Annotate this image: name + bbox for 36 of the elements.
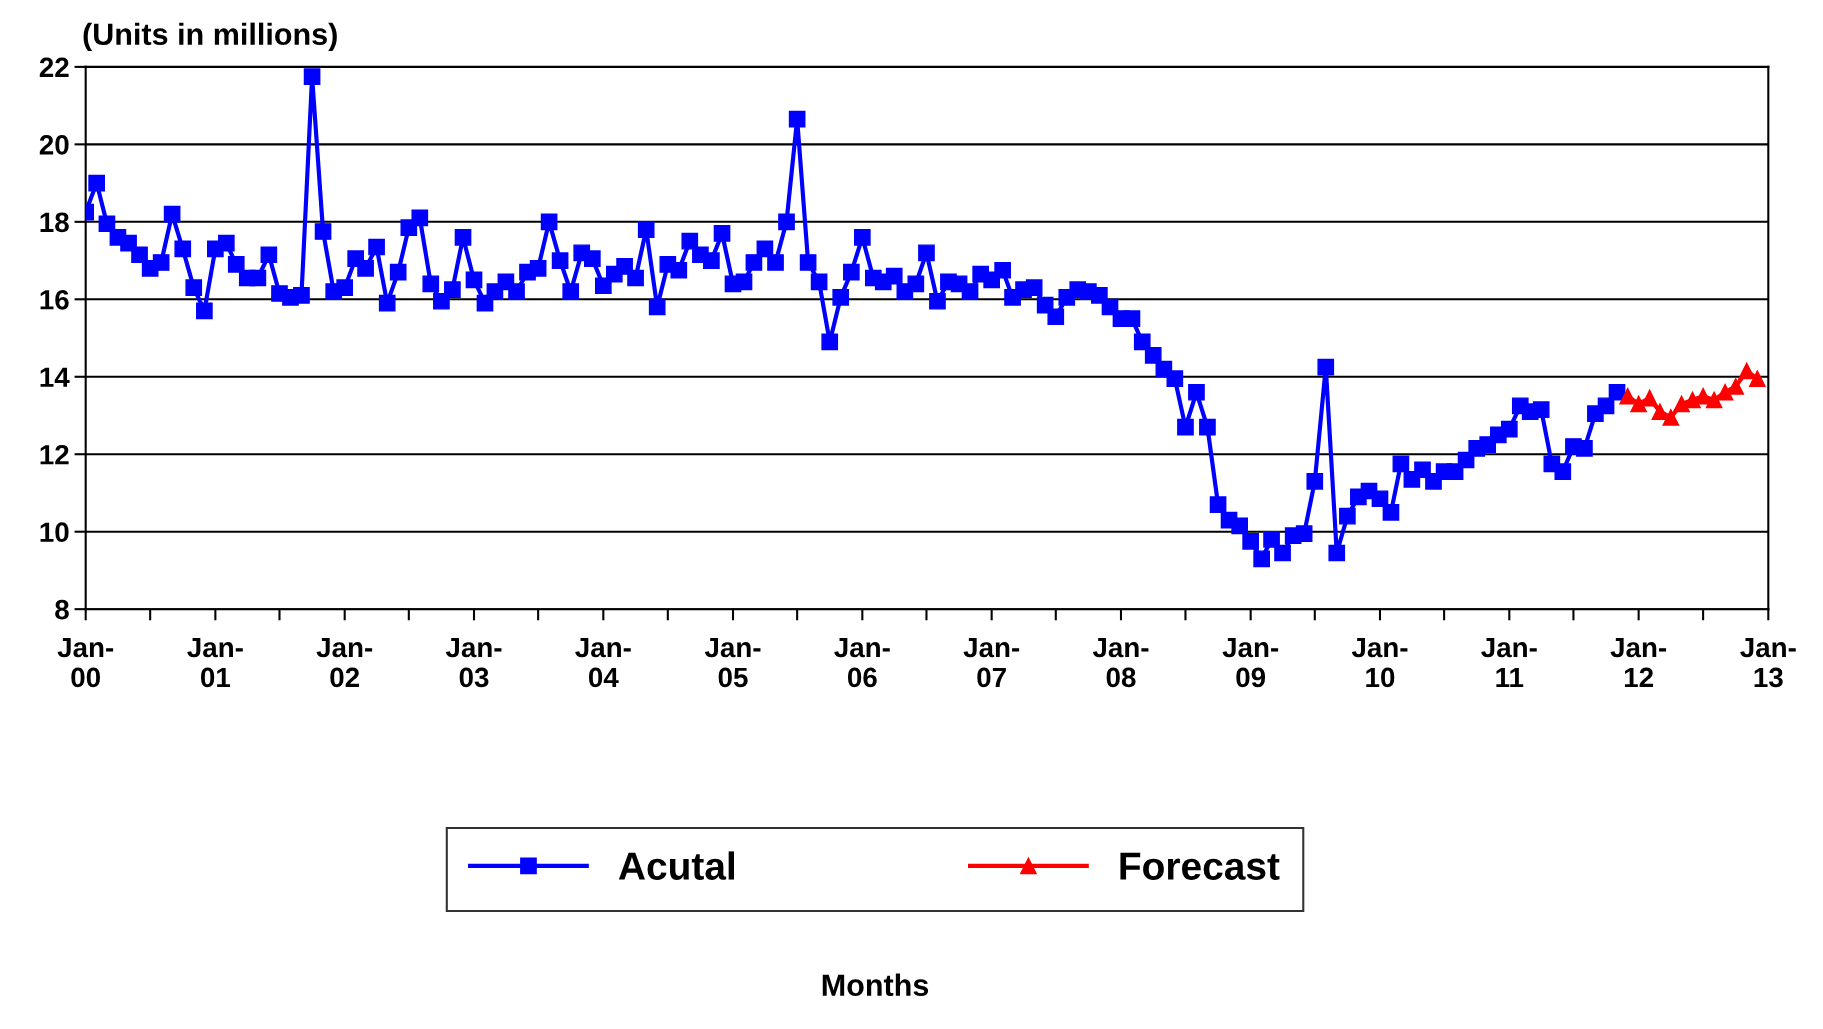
- x-tick-label: Jan- 01: [187, 637, 243, 688]
- x-tick-label: Jan- 10: [1351, 637, 1408, 688]
- point: [1673, 395, 1690, 413]
- y-tick-label: 16: [40, 289, 69, 310]
- y-tick-label: 20: [39, 135, 69, 155]
- point: [1641, 389, 1658, 407]
- x-tick-label: Jan- 08: [1092, 637, 1149, 688]
- x-tick-label: Jan- 05: [704, 637, 761, 688]
- y-axis-title: (Units in millions): [83, 22, 337, 52]
- x-tick-label: Jan- 07: [963, 637, 1020, 688]
- y-tick-label: 10: [40, 522, 69, 543]
- point: [1630, 395, 1647, 413]
- x-tick-label: Jan- 09: [1222, 637, 1279, 688]
- y-tick-label: 12: [40, 444, 69, 465]
- legend-label: Acutal: [618, 851, 734, 880]
- x-tick-label: Jan- 13: [1740, 637, 1796, 688]
- y-tick-label: 8: [55, 599, 69, 620]
- y-tick-label: 14: [40, 367, 70, 387]
- x-tick-label: Jan- 03: [445, 637, 502, 688]
- x-tick-label: Jan- 00: [57, 637, 114, 688]
- point: [1748, 370, 1766, 388]
- point: [1705, 391, 1723, 409]
- text: Months: [822, 973, 929, 997]
- x-tick-label: Jan- 02: [316, 637, 373, 688]
- point: [1619, 387, 1636, 405]
- x-tick-label: Jan- 12: [1610, 637, 1667, 687]
- legend-label: Forecast: [1120, 852, 1280, 880]
- point: [1651, 403, 1669, 420]
- point: [1716, 383, 1734, 401]
- x-tick-label: Jan- 11: [1481, 637, 1537, 687]
- point: [1662, 409, 1680, 426]
- x-tick-label: Jan- 04: [575, 637, 631, 688]
- y-tick-label: 22: [39, 57, 69, 77]
- point: [1727, 378, 1745, 395]
- y-tick-label: 18: [40, 212, 69, 233]
- x-tick-label: Jan- 06: [834, 637, 890, 688]
